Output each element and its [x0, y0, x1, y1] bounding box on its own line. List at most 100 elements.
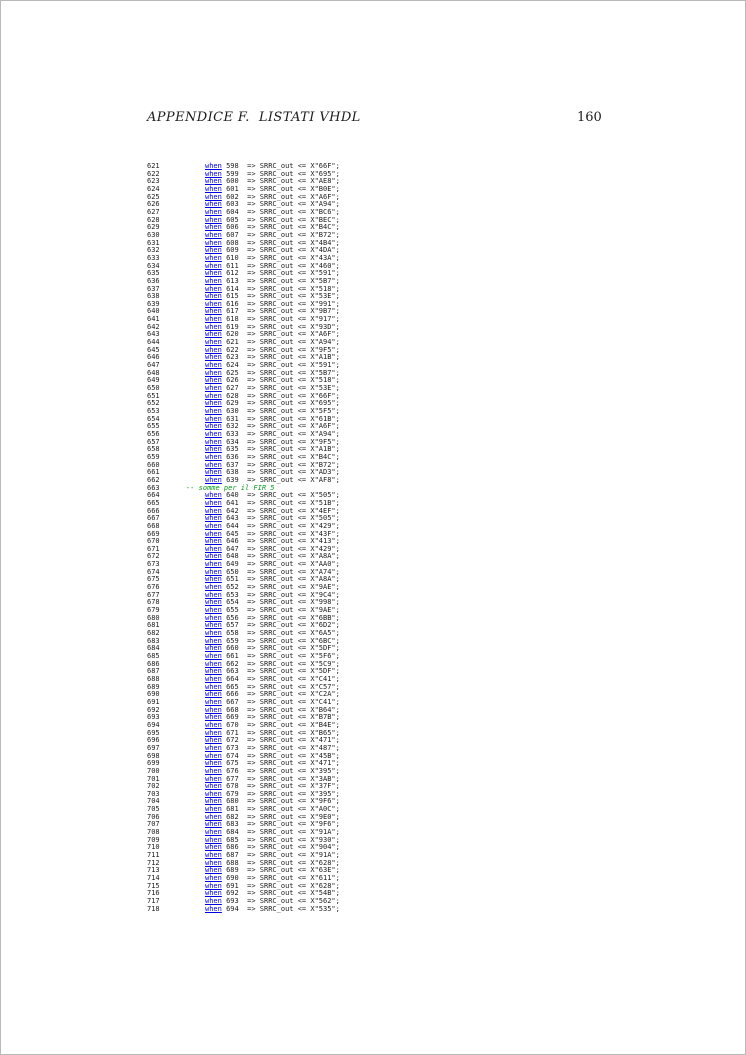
vhdl-statement: when 636 => SRRC_out <= X"B4C"; [205, 452, 340, 461]
source-line-number: 670 [147, 537, 160, 546]
vhdl-keyword-when: when [205, 506, 222, 515]
vhdl-statement: when 620 => SRRC_out <= X"A6F"; [205, 330, 340, 339]
vhdl-keyword-when: when [205, 583, 222, 592]
source-line-number: 661 [147, 468, 160, 477]
vhdl-statement: when 649 => SRRC_out <= X"AA0"; [205, 560, 340, 569]
vhdl-statement: when 618 => SRRC_out <= X"917"; [205, 315, 340, 324]
vhdl-statement: when 683 => SRRC_out <= X"9F6"; [205, 820, 340, 829]
chapter-header: APPENDICE F. LISTATI VHDL [147, 110, 361, 125]
vhdl-statement: when 663 => SRRC_out <= X"5DF"; [205, 667, 340, 676]
vhdl-keyword-when: when [205, 705, 222, 714]
vhdl-keyword-when: when [205, 636, 222, 645]
vhdl-keyword-when: when [205, 736, 222, 745]
vhdl-keyword-when: when [205, 521, 222, 530]
vhdl-statement: when 601 => SRRC_out <= X"B0E"; [205, 184, 340, 193]
vhdl-keyword-when: when [205, 215, 222, 224]
vhdl-keyword-when: when [205, 598, 222, 607]
source-line-number: 665 [147, 498, 160, 507]
source-line-number: 696 [147, 736, 160, 745]
vhdl-statement: when 670 => SRRC_out <= X"B4E"; [205, 720, 340, 729]
vhdl-statement: when 691 => SRRC_out <= X"628"; [205, 881, 340, 890]
source-line-number: 626 [147, 200, 160, 209]
vhdl-keyword-when: when [205, 544, 222, 553]
vhdl-keyword-when: when [205, 253, 222, 262]
vhdl-statement: when 692 => SRRC_out <= X"54B"; [205, 889, 340, 898]
vhdl-keyword-when: when [205, 774, 222, 783]
source-line-number: 713 [147, 866, 160, 875]
vhdl-keyword-when: when [205, 261, 222, 270]
vhdl-statement: when 668 => SRRC_out <= X"B64"; [205, 705, 340, 714]
vhdl-statement: when 607 => SRRC_out <= X"B72"; [205, 230, 340, 239]
vhdl-keyword-when: when [205, 238, 222, 247]
vhdl-statement: when 600 => SRRC_out <= X"AE8"; [205, 177, 340, 186]
vhdl-keyword-when: when [205, 828, 222, 837]
vhdl-keyword-when: when [205, 177, 222, 186]
source-line-number: 704 [147, 797, 160, 806]
vhdl-keyword-when: when [205, 200, 222, 209]
source-line-number: 694 [147, 720, 160, 729]
vhdl-keyword-when: when [205, 452, 222, 461]
vhdl-keyword-when: when [205, 269, 222, 278]
vhdl-keyword-when: when [205, 437, 222, 446]
source-line-number: 655 [147, 422, 160, 431]
vhdl-statement: when 605 => SRRC_out <= X"BEC"; [205, 215, 340, 224]
vhdl-statement: when 635 => SRRC_out <= X"A1B"; [205, 445, 340, 454]
source-line-number: 622 [147, 169, 160, 178]
vhdl-statement: when 599 => SRRC_out <= X"695"; [205, 169, 340, 178]
source-line-number: 711 [147, 851, 160, 860]
vhdl-statement: when 667 => SRRC_out <= X"C41"; [205, 697, 340, 706]
vhdl-keyword-when: when [205, 835, 222, 844]
vhdl-statement: when 661 => SRRC_out <= X"5F6"; [205, 652, 340, 660]
vhdl-statement: when 603 => SRRC_out <= X"A94"; [205, 200, 340, 209]
source-line-number: 656 [147, 429, 160, 438]
source-line-number: 710 [147, 843, 160, 852]
vhdl-keyword-when: when [205, 460, 222, 469]
vhdl-statement: when 643 => SRRC_out <= X"505"; [205, 514, 340, 523]
vhdl-keyword-when: when [205, 812, 222, 821]
vhdl-statement: when 617 => SRRC_out <= X"9B7"; [205, 307, 340, 316]
vhdl-statement: when 693 => SRRC_out <= X"562"; [205, 897, 340, 905]
source-line-number: 706 [147, 812, 160, 821]
source-line-number: 675 [147, 575, 160, 584]
vhdl-statement: when 672 => SRRC_out <= X"471"; [205, 736, 340, 745]
source-line-number: 660 [147, 460, 160, 469]
vhdl-keyword-when: when [205, 843, 222, 852]
vhdl-statement: when 619 => SRRC_out <= X"93D"; [205, 322, 340, 331]
vhdl-keyword-when: when [205, 575, 222, 584]
vhdl-statement: when 682 => SRRC_out <= X"9E0"; [205, 812, 340, 821]
source-line-number: 691 [147, 697, 160, 706]
vhdl-keyword-when: when [205, 514, 222, 523]
vhdl-statement: when 669 => SRRC_out <= X"B7B"; [205, 713, 340, 722]
vhdl-statement: when 621 => SRRC_out <= X"A94"; [205, 338, 340, 347]
vhdl-keyword-when: when [205, 315, 222, 324]
vhdl-statement: when 609 => SRRC_out <= X"4DA"; [205, 246, 340, 255]
source-line-number: 648 [147, 368, 160, 377]
source-line-number: 717 [147, 897, 160, 905]
source-line-number: 624 [147, 184, 160, 193]
source-line-number: 669 [147, 529, 160, 538]
vhdl-statement: when 622 => SRRC_out <= X"9F5"; [205, 345, 340, 354]
source-line-number: 700 [147, 766, 160, 775]
vhdl-statement: when 684 => SRRC_out <= X"91A"; [205, 828, 340, 837]
source-line-number: 715 [147, 881, 160, 890]
vhdl-keyword-when: when [205, 713, 222, 722]
vhdl-keyword-when: when [205, 874, 222, 883]
source-line-number: 663 [147, 483, 160, 492]
source-line-number: 621 [147, 162, 160, 170]
vhdl-statement: when 642 => SRRC_out <= X"4EF"; [205, 506, 340, 515]
vhdl-keyword-when: when [205, 292, 222, 301]
source-line-number: 668 [147, 521, 160, 530]
source-line-number: 679 [147, 606, 160, 615]
vhdl-statement: when 616 => SRRC_out <= X"991"; [205, 299, 340, 308]
vhdl-statement: when 645 => SRRC_out <= X"43F"; [205, 529, 340, 538]
vhdl-keyword-when: when [205, 659, 222, 668]
vhdl-statement: when 632 => SRRC_out <= X"A6F"; [205, 422, 340, 431]
source-line-number: 689 [147, 682, 160, 691]
vhdl-keyword-when: when [205, 674, 222, 683]
vhdl-statement: when 657 => SRRC_out <= X"6D2"; [205, 621, 340, 630]
vhdl-keyword-when: when [205, 246, 222, 255]
source-line-number: 653 [147, 407, 160, 415]
vhdl-keyword-when: when [205, 192, 222, 201]
vhdl-statement: when 653 => SRRC_out <= X"9C4"; [205, 590, 340, 599]
